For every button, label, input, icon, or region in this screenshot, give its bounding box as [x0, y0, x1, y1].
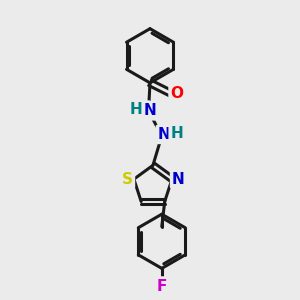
Text: N: N	[158, 127, 170, 142]
Text: S: S	[122, 172, 133, 187]
Text: H: H	[171, 126, 184, 141]
Text: F: F	[157, 278, 167, 293]
Text: N: N	[144, 103, 156, 118]
Text: H: H	[137, 102, 149, 116]
Text: O: O	[171, 86, 184, 101]
Text: N: N	[172, 172, 185, 187]
Text: H: H	[130, 102, 142, 117]
